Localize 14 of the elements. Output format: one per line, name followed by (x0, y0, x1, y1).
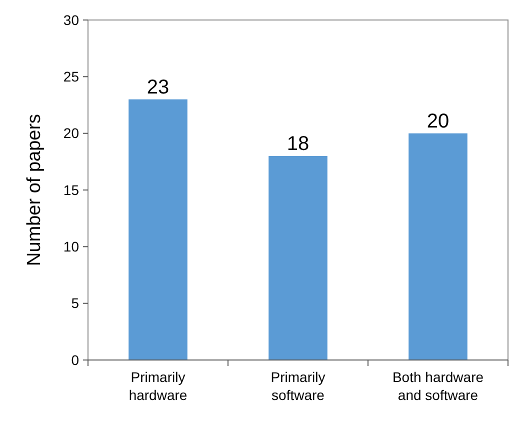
y-tick-label: 15 (63, 182, 80, 198)
x-tick-label: Both hardware and software (392, 369, 484, 403)
y-axis-title: Number of papers (24, 114, 45, 266)
data-label: 18 (286, 133, 310, 155)
x-tick-label: Primarily software (270, 369, 326, 403)
data-label: 23 (146, 76, 170, 98)
y-tick-label: 20 (63, 125, 80, 142)
data-label: 20 (426, 110, 450, 132)
y-tick-label: 25 (63, 68, 80, 85)
y-tick-label: 30 (63, 12, 80, 28)
x-tick-label: Primarily hardware (128, 369, 188, 403)
y-tick-label: 5 (71, 295, 80, 312)
y-tick-label: 0 (71, 352, 80, 368)
y-tick-label: 10 (63, 238, 80, 255)
